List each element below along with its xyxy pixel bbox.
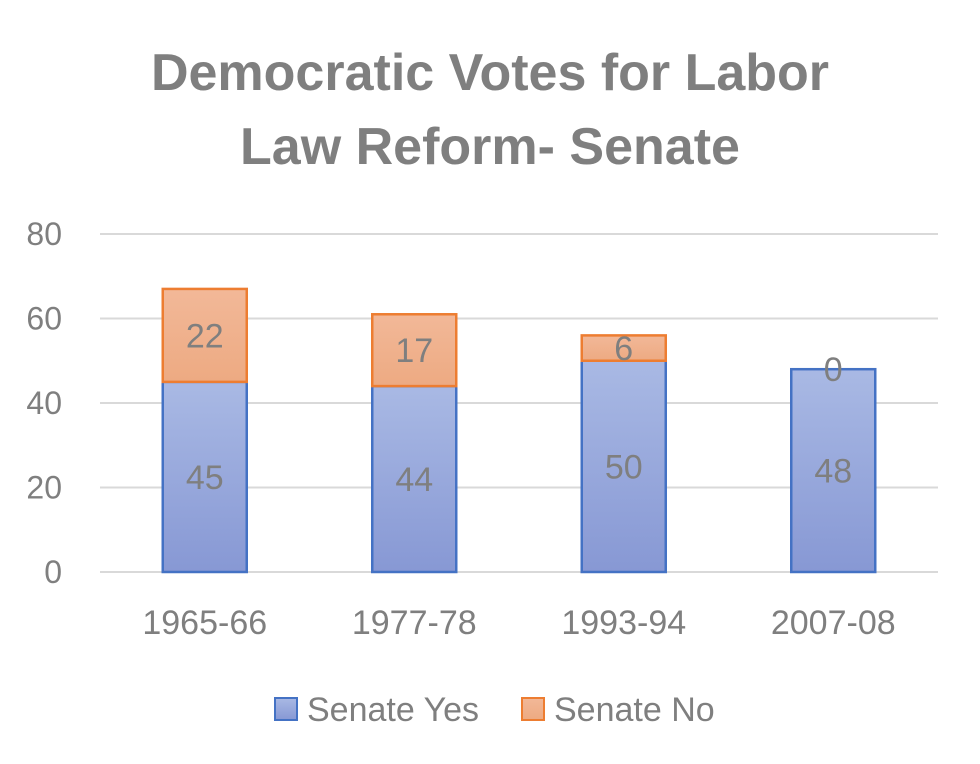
legend: Senate Yes Senate No (274, 691, 715, 729)
x-tick-label: 1965-66 (142, 604, 267, 642)
y-tick-label: 40 (26, 385, 62, 421)
data-label: 45 (186, 459, 224, 497)
bar-segment-senate-no (161, 287, 248, 384)
data-label: 6 (614, 330, 633, 368)
y-tick-label: 20 (26, 470, 62, 506)
data-label: 17 (395, 332, 433, 370)
data-label: 44 (395, 461, 433, 499)
bar-segment-senate-yes (790, 367, 877, 574)
bar-segment-senate-no (371, 313, 458, 388)
legend-swatch (274, 697, 298, 721)
legend-swatch (521, 697, 545, 721)
legend-label: Senate No (554, 691, 715, 729)
y-tick-label: 60 (26, 301, 62, 337)
y-tick-label: 80 (26, 216, 62, 252)
x-tick-label: 1977-78 (352, 604, 477, 642)
data-label: 50 (605, 448, 643, 486)
chart-title-line-2: Law Reform- Senate (240, 118, 740, 176)
x-tick-label: 2007-08 (771, 604, 896, 642)
bar-segment-senate-yes (161, 380, 248, 574)
y-axis: 0 20 40 60 80 (26, 216, 62, 590)
bars (161, 287, 877, 574)
x-axis: 1965-66 1977-78 1993-94 2007-08 (142, 604, 895, 642)
data-label: 0 (824, 351, 843, 389)
chart-title-line-1: Democratic Votes for Labor (151, 44, 829, 102)
x-tick-label: 1993-94 (561, 604, 686, 642)
bar-segment-senate-no (580, 334, 667, 362)
data-labels: 45 22 44 17 50 6 48 0 (186, 317, 852, 499)
y-tick-label: 0 (44, 554, 62, 590)
data-label: 48 (814, 453, 852, 491)
legend-label: Senate Yes (307, 691, 479, 729)
data-label: 22 (186, 317, 224, 355)
